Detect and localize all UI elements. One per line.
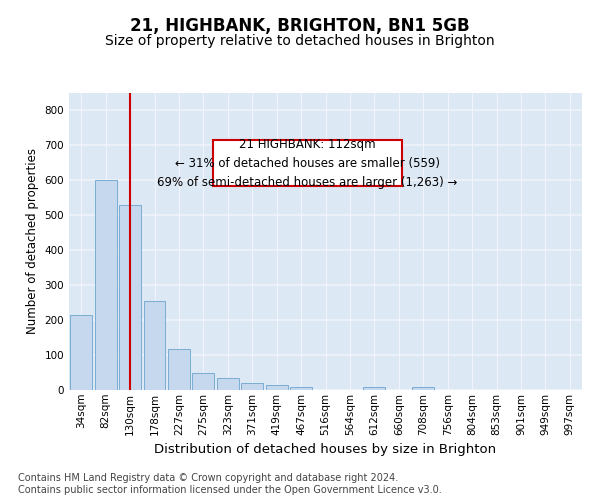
Text: 21 HIGHBANK: 112sqm
← 31% of detached houses are smaller (559)
69% of semi-detac: 21 HIGHBANK: 112sqm ← 31% of detached ho… bbox=[157, 138, 458, 188]
Text: Size of property relative to detached houses in Brighton: Size of property relative to detached ho… bbox=[105, 34, 495, 48]
Bar bbox=[266, 385, 287, 390]
Y-axis label: Number of detached properties: Number of detached properties bbox=[26, 148, 39, 334]
Bar bbox=[119, 204, 141, 390]
Bar bbox=[95, 180, 116, 390]
Bar bbox=[168, 348, 190, 390]
Text: Contains HM Land Registry data © Crown copyright and database right 2024.
Contai: Contains HM Land Registry data © Crown c… bbox=[18, 474, 442, 495]
Bar bbox=[193, 372, 214, 390]
Text: 21, HIGHBANK, BRIGHTON, BN1 5GB: 21, HIGHBANK, BRIGHTON, BN1 5GB bbox=[130, 18, 470, 36]
Bar bbox=[70, 315, 92, 390]
Bar bbox=[364, 387, 385, 390]
Bar bbox=[412, 386, 434, 390]
FancyBboxPatch shape bbox=[212, 140, 403, 186]
Bar bbox=[290, 386, 312, 390]
Bar bbox=[241, 383, 263, 390]
Bar bbox=[143, 300, 166, 390]
Bar bbox=[217, 378, 239, 390]
X-axis label: Distribution of detached houses by size in Brighton: Distribution of detached houses by size … bbox=[154, 443, 497, 456]
